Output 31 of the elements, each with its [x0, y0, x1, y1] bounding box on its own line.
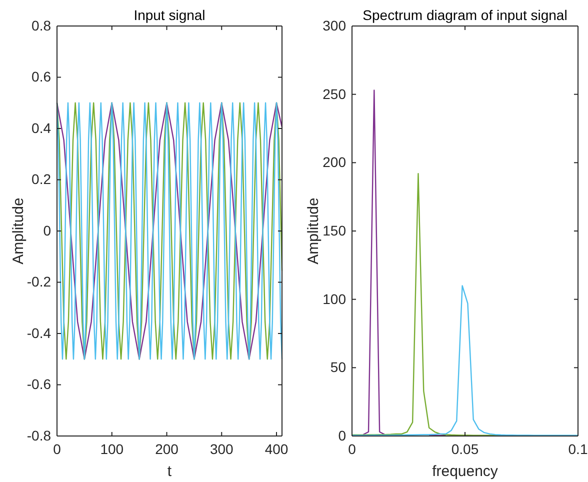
y-tick-label: -0.2: [26, 274, 52, 290]
y-tick-label: -0.4: [26, 324, 52, 341]
x-tick-label: 0.05: [451, 440, 479, 457]
x-tick-label: 200: [155, 440, 179, 457]
x-tick-label: 0.1: [568, 440, 588, 457]
x-tick-label: 400: [264, 440, 288, 457]
y-tick-label: 150: [322, 222, 346, 238]
y-tick-label: 100: [322, 290, 346, 307]
y-tick-label: 250: [322, 86, 346, 102]
y-tick-label: -0.8: [26, 427, 52, 444]
x-tick-label: 100: [100, 440, 124, 457]
y-tick-label: 200: [322, 154, 346, 170]
y-tick-label: 0.4: [32, 120, 52, 136]
y-axis-title: Amplitude: [10, 198, 27, 264]
line-series: [56, 102, 283, 360]
y-tick-label: -0.6: [26, 376, 52, 392]
x-tick-label: 300: [210, 440, 234, 457]
y-tick-label: 0: [338, 427, 346, 444]
chart-title: Input signal: [134, 7, 206, 23]
y-tick-label: 0.6: [32, 68, 52, 85]
x-tick-label: 0: [53, 440, 62, 457]
x-axis-title: t: [167, 463, 172, 480]
y-tick-label: 300: [322, 17, 346, 34]
y-tick-label: 0.2: [32, 171, 52, 188]
y-tick-label: 0.8: [32, 17, 52, 34]
y-tick-label: 0: [43, 222, 52, 238]
x-axis-title: frequency: [432, 463, 498, 480]
y-axis-title: Amplitude: [305, 198, 322, 264]
chart-title: Spectrum diagram of input signal: [362, 7, 568, 23]
x-tick-label: 0: [348, 440, 356, 457]
y-tick-label: 50: [330, 359, 346, 376]
